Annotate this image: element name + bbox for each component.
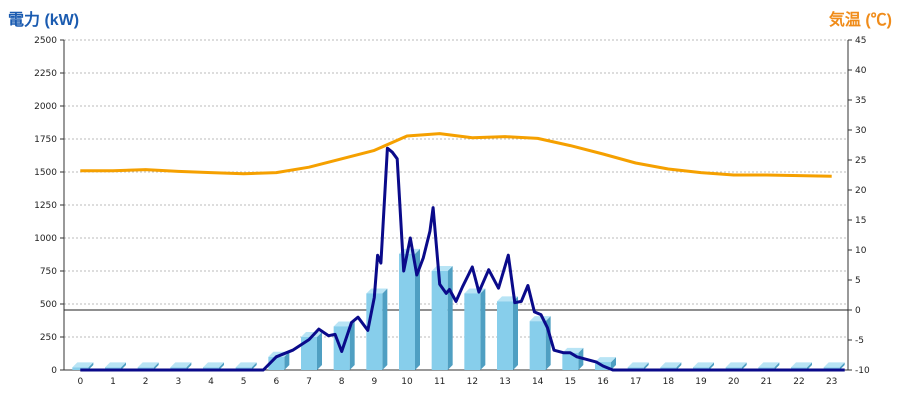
bar-side [88, 362, 94, 370]
bar-side [480, 288, 486, 370]
bar-side [709, 362, 714, 370]
bar [497, 301, 513, 370]
bar-side [676, 362, 682, 370]
bar [529, 321, 546, 370]
y-right-tick-label: -5 [855, 336, 864, 346]
bar [399, 253, 415, 370]
bar-top [72, 362, 94, 368]
x-tick-label: 19 [695, 377, 707, 387]
bar-side [349, 321, 355, 370]
y-right-tick-label: 25 [855, 156, 866, 166]
y-left-tick-label: 2250 [34, 69, 57, 79]
bar-side [513, 296, 518, 370]
x-tick-label: 21 [761, 377, 772, 387]
bar [464, 293, 481, 370]
x-tick-label: 14 [532, 377, 544, 387]
bar-side [153, 362, 159, 370]
bar-side [807, 362, 812, 370]
bar-side [447, 266, 453, 370]
y-left-tick-label: 1250 [34, 201, 57, 211]
y-left-tick-label: 2500 [34, 36, 57, 46]
bar [301, 337, 317, 370]
bar-top [170, 362, 192, 368]
bar-top [529, 316, 551, 322]
y-right-tick-label: 30 [855, 126, 867, 136]
bar-side [251, 362, 257, 370]
y-right-tick-label: 15 [855, 216, 866, 226]
bar-top [235, 362, 257, 368]
x-tick-label: 2 [143, 377, 149, 387]
bar [431, 271, 448, 370]
x-tick-label: 13 [499, 377, 510, 387]
x-tick-label: 15 [565, 377, 576, 387]
right-axis-label: 気温 (℃) [828, 12, 892, 29]
x-tick-label: 22 [793, 377, 804, 387]
bar-side [219, 362, 224, 370]
bar-side [382, 288, 388, 370]
y-left-tick-label: 750 [40, 267, 57, 277]
x-tick-label: 1 [110, 377, 116, 387]
x-tick-label: 10 [401, 377, 413, 387]
y-left-tick-label: 1500 [34, 168, 57, 178]
bar-top [791, 362, 812, 368]
bar [562, 352, 579, 370]
y-left-tick-label: 2000 [34, 102, 57, 112]
bar-side [186, 362, 192, 370]
bar-top [758, 362, 780, 368]
bar-top [725, 362, 747, 368]
y-right-tick-label: 40 [855, 66, 867, 76]
x-tick-label: 16 [597, 377, 609, 387]
x-tick-label: 0 [77, 377, 83, 387]
x-tick-label: 7 [306, 377, 312, 387]
bar-side [774, 362, 780, 370]
power-line [80, 146, 845, 372]
x-tick-label: 8 [339, 377, 345, 387]
x-tick-label: 12 [467, 377, 478, 387]
bar-top [693, 362, 714, 368]
x-tick-label: 20 [728, 377, 740, 387]
y-left-tick-label: 0 [51, 366, 57, 376]
bar-top [399, 248, 420, 254]
y-left-tick-label: 1750 [34, 135, 57, 145]
left-axis-label: 電力 (kW) [8, 12, 80, 29]
bar-top [203, 362, 224, 368]
x-tick-label: 6 [273, 377, 279, 387]
temperature-line [80, 132, 832, 178]
x-tick-label: 23 [826, 377, 837, 387]
bar-top [105, 362, 126, 368]
bar-side [741, 362, 747, 370]
bar-top [823, 362, 845, 368]
bar-top [660, 362, 682, 368]
y-left-tick-label: 1000 [34, 234, 57, 244]
x-tick-label: 4 [208, 377, 214, 387]
bar-side [415, 248, 420, 370]
bar-top [366, 288, 388, 294]
y-right-tick-label: 5 [855, 276, 861, 286]
x-tick-label: 18 [663, 377, 675, 387]
y-right-tick-label: 0 [855, 306, 861, 316]
x-tick-label: 17 [630, 377, 641, 387]
x-tick-label: 9 [371, 377, 377, 387]
y-right-tick-label: 45 [855, 36, 866, 46]
y-left-tick-label: 500 [40, 300, 57, 310]
x-tick-label: 3 [175, 377, 181, 387]
bar-side [611, 357, 616, 370]
bar-top [595, 357, 616, 363]
y-right-tick-label: 20 [855, 186, 867, 196]
bar-side [121, 362, 126, 370]
x-tick-label: 5 [241, 377, 247, 387]
bar-side [317, 332, 322, 370]
y-left-tick-label: 250 [40, 333, 57, 343]
bar-side [839, 362, 845, 370]
bar-side [643, 362, 649, 370]
bar-top [627, 362, 649, 368]
x-tick-label: 11 [434, 377, 445, 387]
y-right-tick-label: 35 [855, 96, 866, 106]
bar-side [284, 351, 290, 370]
bar-top [137, 362, 159, 368]
y-right-tick-label: -10 [855, 366, 870, 376]
y-right-tick-label: 10 [855, 246, 867, 256]
